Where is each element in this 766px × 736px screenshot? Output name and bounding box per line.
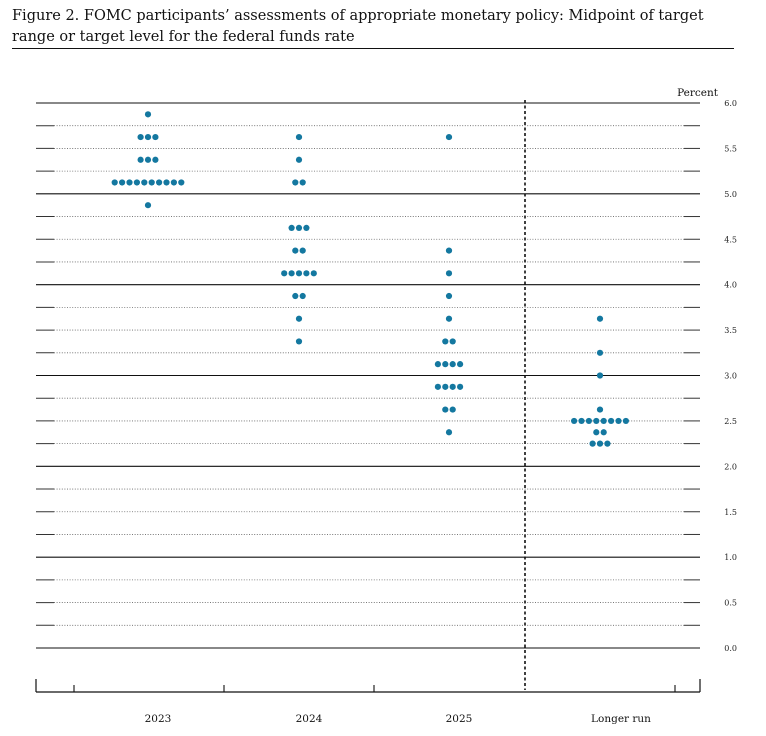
y-tick-label: 4.5	[724, 235, 737, 244]
participant-dot	[596, 349, 604, 356]
participant-dot	[445, 133, 453, 141]
participant-dot	[585, 417, 593, 425]
x-category-label: 2023	[145, 713, 172, 725]
participant-dot	[144, 111, 152, 118]
y-axis-unit-label: Percent	[677, 87, 719, 99]
participant-dot	[604, 440, 611, 447]
participant-dot	[449, 338, 456, 345]
dots-layer	[111, 111, 630, 447]
participant-dot	[310, 270, 317, 277]
y-tick-label: 2.5	[724, 417, 737, 426]
participant-dot	[295, 270, 303, 277]
participant-dot	[596, 315, 604, 322]
y-tick-label: 4.0	[724, 281, 737, 290]
y-tick-label: 3.5	[724, 326, 737, 335]
participant-dot	[152, 156, 159, 163]
participant-dot	[596, 406, 604, 413]
participant-dot	[137, 156, 144, 163]
participant-dot	[152, 133, 159, 141]
participant-dot	[434, 383, 441, 390]
participant-dot	[156, 179, 163, 186]
figure-title: Figure 2. FOMC participants’ assessments…	[12, 8, 704, 45]
participant-dot	[571, 417, 578, 425]
participant-dot	[442, 361, 449, 368]
participant-dot	[170, 179, 177, 186]
y-tick-label: 6.0	[724, 99, 737, 108]
y-axis-tick-labels: 0.0 0.5 1.0 1.5 2.0 2.5 3.0 3.5 4.0 4.5 5.0 5.5 6.0	[724, 99, 737, 653]
participant-dot	[163, 179, 170, 186]
participant-dot	[457, 383, 464, 390]
participant-dot	[281, 270, 288, 277]
participant-dot	[600, 417, 607, 425]
participant-dot	[295, 224, 303, 231]
participant-dot	[615, 417, 622, 425]
participant-dot	[303, 270, 310, 277]
participant-dot	[178, 179, 185, 186]
x-axis-category-labels: 2023 2024 2025 Longer run	[145, 713, 652, 725]
y-tick-label: 0.5	[724, 599, 737, 608]
participant-dot	[295, 338, 303, 345]
gridlines	[36, 102, 700, 649]
participant-dot	[457, 361, 464, 368]
participant-dot	[111, 179, 118, 186]
participant-dot	[144, 156, 152, 163]
participant-dot	[449, 383, 456, 390]
participant-dot	[442, 383, 449, 390]
participant-dot	[299, 292, 306, 300]
x-category-label: 2024	[296, 713, 323, 725]
y-tick-label: 1.5	[724, 508, 737, 517]
participant-dot	[608, 417, 615, 425]
participant-dot	[144, 202, 152, 209]
y-tick-label: 1.0	[724, 553, 737, 562]
x-category-label: Longer run	[591, 713, 651, 725]
participant-dot	[299, 247, 306, 254]
y-tick-label: 3.0	[724, 372, 737, 381]
participant-dot	[449, 406, 456, 413]
participant-dot	[449, 361, 456, 368]
title-rule	[12, 48, 734, 49]
participant-dot	[578, 417, 585, 425]
participant-dot	[295, 315, 303, 322]
y-tick-label: 5.5	[724, 144, 737, 153]
y-tick-label: 2.0	[724, 462, 737, 471]
participant-dot	[445, 429, 453, 436]
participant-dot	[137, 133, 144, 141]
participant-dot	[288, 270, 295, 277]
participant-dot	[299, 179, 306, 186]
participant-dot	[303, 224, 310, 231]
participant-dot	[600, 429, 607, 436]
participant-dot	[593, 417, 600, 425]
y-tick-label: 5.0	[724, 190, 737, 199]
participant-dot	[295, 133, 303, 141]
participant-dot	[292, 247, 299, 254]
participant-dot	[596, 372, 604, 379]
participant-dot	[434, 361, 441, 368]
participant-dot	[445, 292, 453, 300]
participant-dot	[445, 247, 453, 254]
participant-dot	[292, 292, 299, 300]
participant-dot	[622, 417, 630, 425]
participant-dot	[442, 406, 449, 413]
x-category-label: 2025	[446, 713, 473, 725]
participant-dot	[141, 179, 148, 186]
participant-dot	[596, 440, 604, 447]
participant-dot	[148, 179, 155, 186]
participant-dot	[295, 156, 303, 163]
participant-dot	[445, 270, 453, 277]
x-axis	[35, 679, 701, 693]
participant-dot	[442, 338, 449, 345]
participant-dot	[445, 315, 453, 322]
participant-dot	[119, 179, 126, 186]
participant-dot	[133, 179, 140, 186]
participant-dot	[288, 224, 295, 231]
participant-dot	[292, 179, 299, 186]
participant-dot	[144, 133, 152, 141]
participant-dot	[589, 440, 596, 447]
participant-dot	[126, 179, 133, 186]
y-tick-label: 0.0	[724, 644, 737, 653]
participant-dot	[593, 429, 600, 436]
